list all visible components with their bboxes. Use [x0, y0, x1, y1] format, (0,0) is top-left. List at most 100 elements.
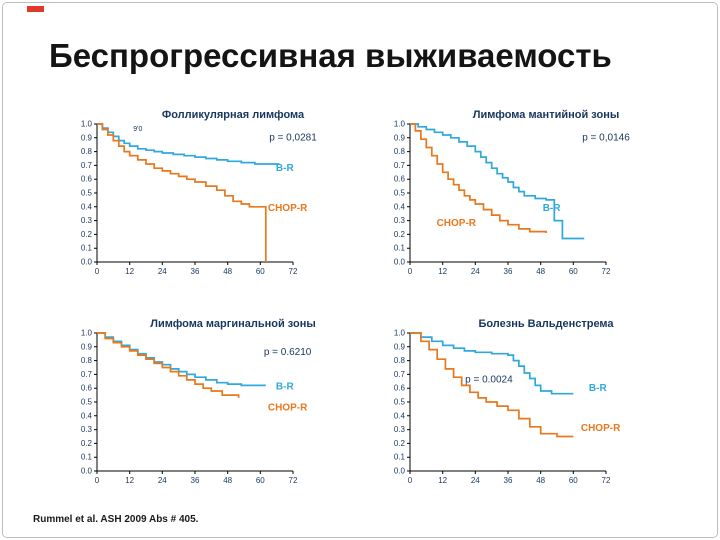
y-tick-label: 1.0: [81, 329, 93, 338]
tick-marks: [407, 332, 607, 474]
y-tick-label: 0.1: [81, 453, 93, 462]
p-value-label: p = 0.0024: [465, 375, 513, 386]
y-tick-label: 0.6: [81, 384, 93, 393]
km-plot-svg: Болезнь Вальденстрема 0 12 24 36 48 60 72 0.0 0.1…: [394, 318, 621, 485]
y-tick-label: 0.6: [394, 175, 406, 184]
km-plot-svg: Лимфома мантийной зоны 0 12 24 36 48 60 72 0.0 0.…: [394, 109, 630, 276]
km-chart-waldenstrom-disease: Болезнь Вальденстрема 0 12 24 36 48 60 72 0.0 0.1…: [376, 313, 676, 498]
x-tick-label: 48: [223, 267, 232, 276]
y-tick-label: 0.0: [81, 467, 93, 476]
x-tick-label: 24: [158, 267, 167, 276]
y-tick-label: 0.5: [81, 189, 93, 198]
series-label-b-r: B-R: [589, 383, 608, 394]
y-tick-label: 0.4: [394, 202, 406, 211]
series-label-b-r: B-R: [276, 163, 295, 174]
series-label-chop-r: CHOP-R: [268, 402, 308, 413]
series-line-b-r: [97, 332, 266, 387]
y-tick-label: 0.3: [394, 216, 406, 225]
y-tick-label: 0.8: [394, 356, 406, 365]
x-tick-label: 24: [158, 476, 167, 485]
p-value-label: p = 0.6210: [264, 347, 312, 358]
y-tick-label: 0.0: [394, 467, 406, 476]
series-line-chop-r: [410, 332, 574, 438]
x-tick-label: 12: [438, 476, 447, 485]
x-tick-label: 12: [125, 267, 134, 276]
y-tick-label: 0.1: [394, 244, 406, 253]
y-tick-label: 0.1: [394, 453, 406, 462]
y-tick-label: 0.2: [394, 439, 406, 448]
series-line-chop-r: [97, 332, 240, 398]
p-value-label: p = 0,0146: [582, 133, 630, 144]
y-tick-label: 0.7: [81, 370, 93, 379]
y-tick-label: 0.8: [81, 147, 93, 156]
x-tick-label: 60: [256, 267, 265, 276]
x-tick-label: 0: [95, 267, 100, 276]
x-tick-label: 60: [256, 476, 265, 485]
km-chart-mantle-cell-lymphoma: Лимфома мантийной зоны 0 12 24 36 48 60 72 0.0 0.…: [376, 104, 676, 289]
y-tick-label: 0.9: [394, 342, 406, 351]
x-tick-label: 36: [504, 267, 513, 276]
y-tick-label: 0.8: [81, 356, 93, 365]
y-tick-label: 0.3: [81, 425, 93, 434]
x-tick-label: 60: [569, 476, 578, 485]
x-tick-label: 36: [504, 476, 513, 485]
y-tick-label: 0.7: [394, 370, 406, 379]
slide-corner-mark: [27, 6, 44, 12]
series-line-b-r: [97, 123, 280, 165]
chart-title: Лимфома мантийной зоны: [473, 109, 620, 121]
series-label-b-r: B-R: [543, 203, 562, 214]
x-tick-label: 0: [408, 267, 413, 276]
x-tick-label: 48: [536, 476, 545, 485]
y-tick-label: 0.1: [81, 244, 93, 253]
series-line-b-r: [410, 332, 574, 395]
x-tick-label: 60: [569, 267, 578, 276]
charts-grid: Фолликулярная лимфома 0 12 24 36 48 60 72 0.0 0.1…: [3, 3, 717, 537]
tick-marks: [407, 123, 607, 265]
y-tick-label: 0.5: [394, 189, 406, 198]
x-tick-label: 24: [471, 476, 480, 485]
y-tick-label: 0.2: [394, 230, 406, 239]
x-tick-label: 36: [191, 267, 200, 276]
y-tick-label: 0.9: [81, 342, 93, 351]
y-tick-label: 0.4: [81, 411, 93, 420]
x-tick-label: 48: [223, 476, 232, 485]
y-tick-label: 0.6: [394, 384, 406, 393]
series-label-chop-r: CHOP-R: [437, 218, 477, 229]
series-label-b-r: B-R: [276, 382, 295, 393]
y-tick-label: 0.5: [394, 398, 406, 407]
x-tick-label: 12: [438, 267, 447, 276]
y-tick-label: 0.7: [81, 161, 93, 170]
y-tick-label: 1.0: [394, 120, 406, 129]
y-tick-label: 0.2: [81, 439, 93, 448]
y-tick-label: 0.6: [81, 175, 93, 184]
y-tick-label: 1.0: [394, 329, 406, 338]
slide-title: Беспрогрессивная выживаемость: [49, 37, 612, 74]
tick-marks: [94, 332, 294, 474]
km-chart-marginal-zone-lymphoma: Лимфома маргинальной зоны 0 12 24 36 48 60 72 0.…: [63, 313, 363, 498]
y-tick-label: 0.3: [394, 425, 406, 434]
chart-title: Фолликулярная лимфома: [162, 109, 305, 121]
y-tick-label: 0.5: [81, 398, 93, 407]
series-line-chop-r: [410, 123, 547, 233]
citation: Rummel et al. ASH 2009 Abs # 405.: [33, 514, 199, 525]
chart-title: Лимфома маргинальной зоны: [150, 318, 316, 330]
x-tick-label: 36: [191, 476, 200, 485]
x-tick-label: 72: [289, 267, 298, 276]
series-label-chop-r: CHOP-R: [268, 203, 308, 214]
y-tick-label: 0.0: [81, 258, 93, 267]
km-chart-follicular-lymphoma: Фолликулярная лимфома 0 12 24 36 48 60 72 0.0 0.1…: [63, 104, 363, 289]
x-tick-label: 24: [471, 267, 480, 276]
x-tick-label: 72: [602, 476, 611, 485]
km-plot-svg: Фолликулярная лимфома 0 12 24 36 48 60 72 0.0 0.1…: [81, 109, 317, 276]
tick-marks: [94, 123, 294, 265]
series-line-chop-r: [97, 123, 267, 262]
x-tick-label: 0: [95, 476, 100, 485]
axes: [409, 124, 606, 263]
y-tick-label: 1.0: [81, 120, 93, 129]
x-tick-label: 72: [289, 476, 298, 485]
series-label-chop-r: CHOP-R: [581, 423, 621, 434]
series-line-b-r: [410, 123, 585, 240]
p-value-label: p = 0,0281: [269, 133, 317, 144]
y-tick-label: 0.4: [394, 411, 406, 420]
